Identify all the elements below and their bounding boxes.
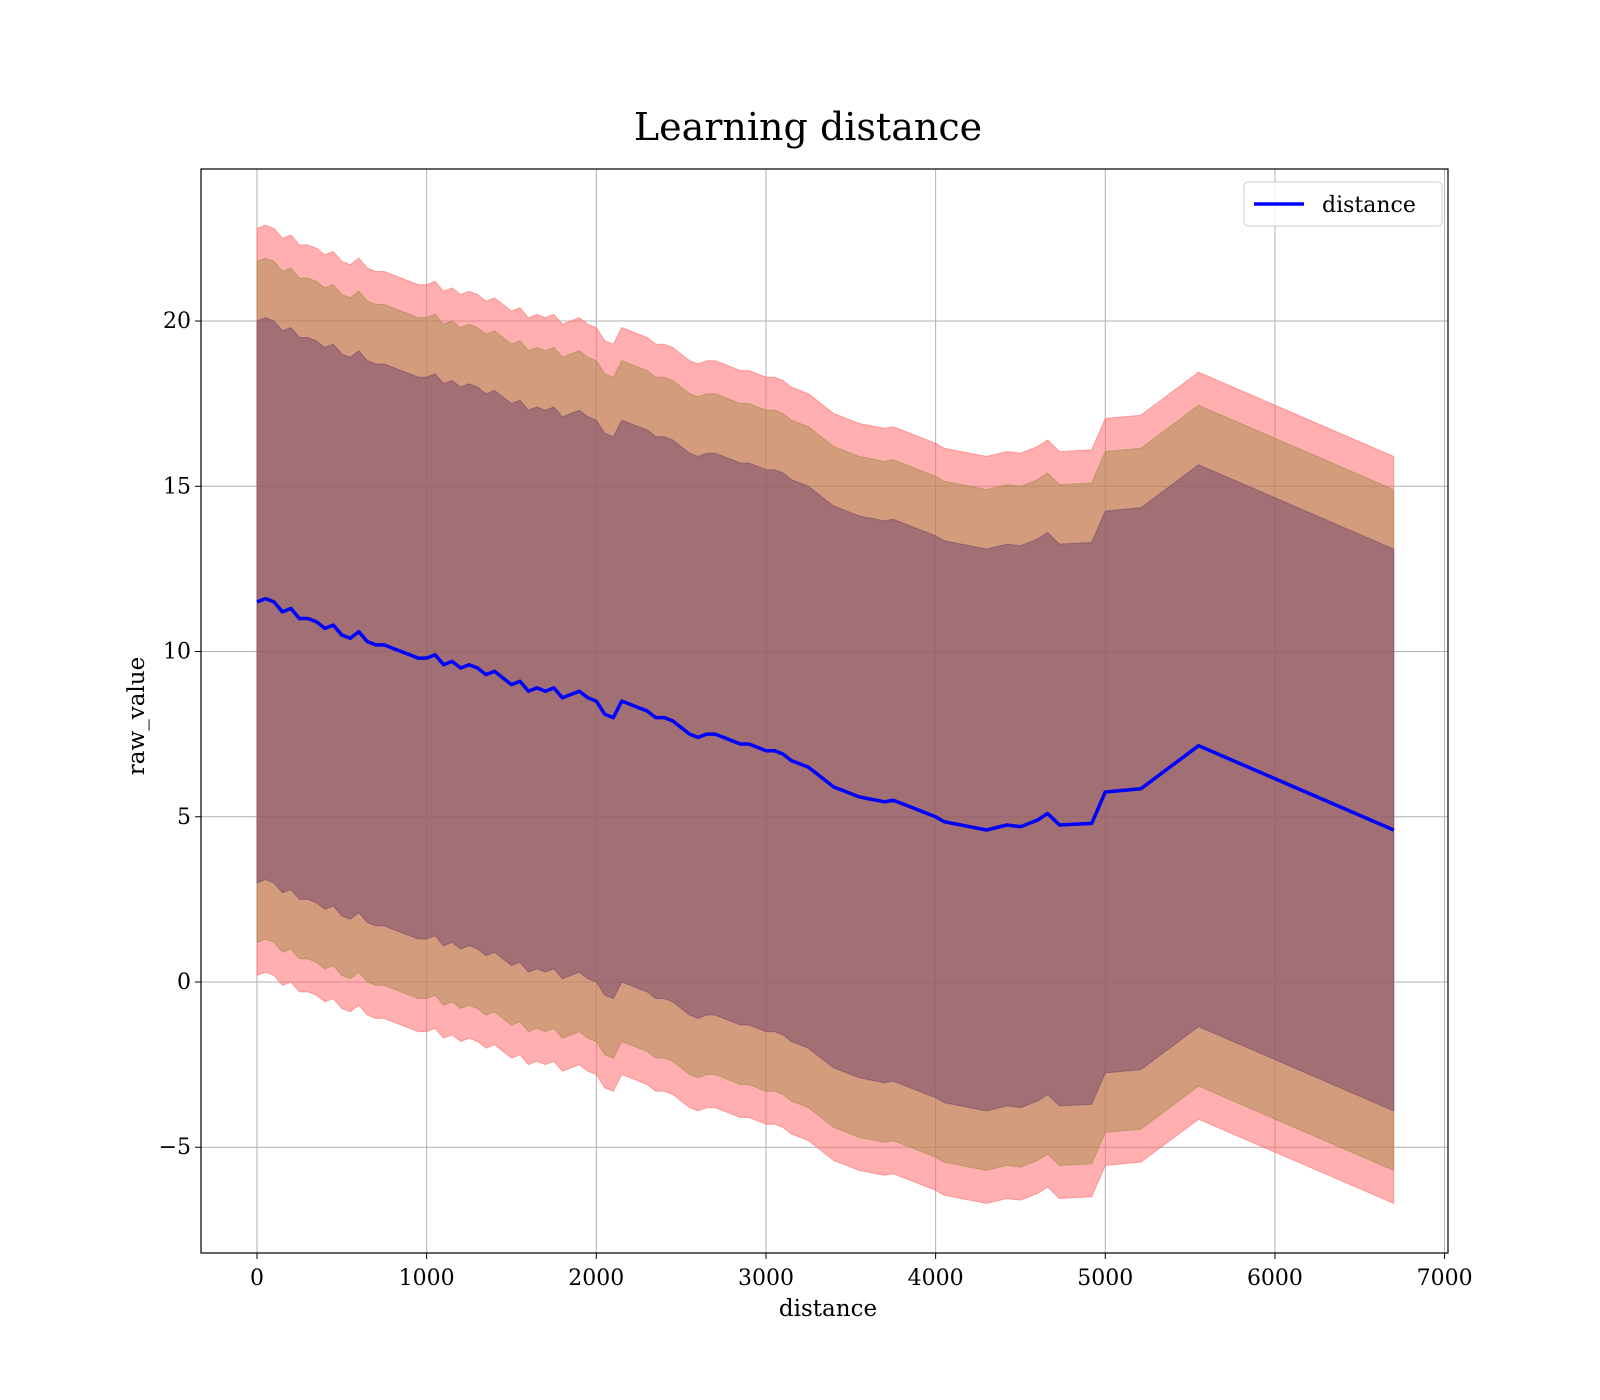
- legend-label-distance: distance: [1322, 193, 1416, 218]
- series-line-distance: [256, 596, 1395, 832]
- y-tick-label: 5: [177, 805, 191, 830]
- y-tick-label: 20: [163, 309, 191, 334]
- y-tick-label: 0: [177, 970, 191, 995]
- x-tick-label: 1000: [399, 1266, 455, 1291]
- confidence-band-3: [256, 317, 1395, 1112]
- x-axis-label: distance: [779, 1296, 877, 1322]
- plot-frame: [200, 168, 1449, 1254]
- y-tick-label: −5: [159, 1135, 191, 1160]
- x-tick-label: 0: [250, 1266, 264, 1291]
- tick-layer: 0 1000 2000 3000 4000 5000 6000 7000 −5 0 5 10 15 20: [159, 309, 1473, 1291]
- series-layer: [256, 596, 1395, 832]
- y-tick-label: 15: [163, 474, 191, 499]
- legend-box: [1243, 181, 1443, 227]
- y-axis-label: raw_value: [124, 657, 150, 775]
- x-tick-label: 2000: [568, 1266, 624, 1291]
- x-tick-label: 3000: [738, 1266, 794, 1291]
- x-tick-label: 5000: [1077, 1266, 1133, 1291]
- legend: distance: [1243, 181, 1443, 227]
- y-tick-label: 10: [163, 640, 191, 665]
- x-tick-label: 4000: [908, 1266, 964, 1291]
- band-layer: [256, 224, 1395, 1205]
- x-tick-label: 7000: [1417, 1266, 1473, 1291]
- chart-title: Learning distance: [634, 105, 982, 149]
- x-tick-label: 6000: [1247, 1266, 1303, 1291]
